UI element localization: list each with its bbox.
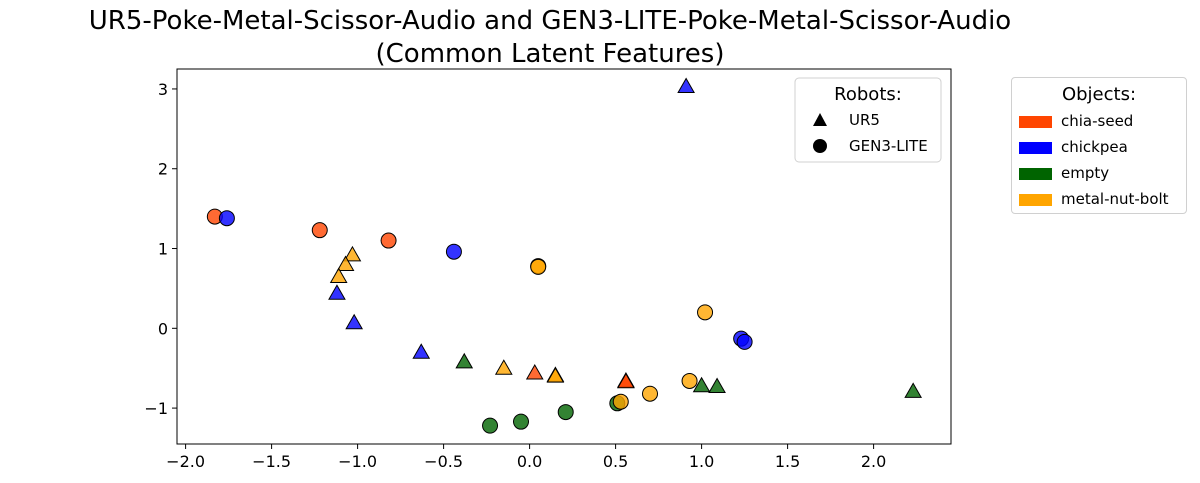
point-ur5-metal-nut-bolt [343, 245, 362, 262]
point-gen3-lite-metal-nut-bolt [612, 393, 629, 410]
objects-legend-swatch [1019, 167, 1052, 180]
objects-legend-label: metal-nut-bolt [1061, 190, 1169, 208]
objects-legend-label: chickpea [1061, 138, 1128, 156]
objects-legend-entry-empty: empty [1019, 164, 1109, 182]
chart-title-line-2: (Common Latent Features) [375, 39, 725, 69]
robots-legend-label-ur5: UR5 [849, 111, 880, 129]
point-gen3-lite-metal-nut-bolt [697, 304, 714, 321]
y-tick-label: 2 [158, 160, 168, 179]
objects-legend: Objects: chia-seed chickpea empty metal-… [1011, 77, 1187, 214]
point-ur5-metal-nut-bolt [494, 359, 513, 375]
point-ur5-empty [692, 376, 711, 393]
point-ur5-chickpea [412, 343, 431, 359]
objects-legend-title: Objects: [1061, 84, 1137, 105]
point-gen3-lite-metal-nut-bolt [530, 258, 547, 275]
point-ur5-metal-nut-bolt [329, 267, 348, 283]
x-tick-label: 2.0 [861, 452, 886, 471]
robots-legend-triangle-marker [813, 113, 827, 126]
point-ur5-empty [455, 352, 474, 369]
point-gen3-lite-metal-nut-bolt [681, 372, 698, 389]
chart-title-line-1: UR5-Poke-Metal-Scissor-Audio and GEN3-LI… [88, 6, 1012, 36]
point-ur5-metal-nut-bolt [336, 255, 355, 271]
robots-legend-title: Robots: [834, 84, 902, 105]
y-tick-label: 1 [158, 240, 168, 259]
objects-legend-entry-chickpea: chickpea [1019, 138, 1128, 156]
axis-ticks: −2.0 −1.5 −1.0 −0.5 0.0 0.5 1.0 1.5 2.0 −1 0 1 2 3 [144, 80, 886, 471]
point-gen3-lite-empty [557, 404, 574, 421]
point-ur5-metal-nut-bolt [546, 367, 565, 383]
x-tick-label: −2.0 [166, 452, 205, 471]
objects-legend-entry-metal-nut-bolt: metal-nut-bolt [1019, 190, 1169, 208]
point-ur5-empty [904, 382, 923, 398]
x-tick-label: −1.5 [252, 452, 291, 471]
x-tick-label: −0.5 [424, 452, 463, 471]
point-ur5-chickpea [677, 77, 695, 94]
y-tick-label: 3 [158, 80, 168, 99]
axes-frame [176, 68, 952, 445]
robots-legend-label-gen3-lite: GEN3-LITE [849, 137, 928, 155]
x-tick-label: 1.5 [775, 452, 800, 471]
point-ur5-chickpea [328, 284, 346, 300]
y-tick-label: 0 [158, 319, 168, 338]
objects-legend-swatch [1019, 115, 1052, 128]
objects-legend-swatch [1019, 193, 1052, 206]
x-tick-label: −1.0 [338, 452, 377, 471]
point-gen3-lite-chia-seed [311, 222, 328, 239]
point-gen3-lite-chickpea [736, 333, 753, 350]
point-ur5-chia-seed [617, 372, 635, 389]
y-tick-label: −1 [144, 399, 168, 418]
point-gen3-lite-chickpea [445, 243, 462, 260]
point-gen3-lite-empty [482, 417, 499, 434]
point-ur5-chia-seed [525, 363, 544, 380]
robots-legend-frame [794, 77, 942, 163]
objects-legend-swatch [1019, 141, 1052, 154]
point-gen3-lite-chickpea [218, 210, 235, 227]
objects-legend-label: chia-seed [1061, 112, 1134, 130]
x-tick-label: 0.5 [603, 452, 628, 471]
robots-legend: Robots: UR5 GEN3-LITE [794, 77, 942, 163]
point-ur5-empty [708, 377, 726, 394]
objects-legend-entry-chia-seed: chia-seed [1019, 112, 1133, 130]
point-ur5-chickpea [345, 313, 364, 330]
data-points [206, 77, 923, 434]
x-tick-label: 0.0 [517, 452, 542, 471]
robots-legend-circle-marker [813, 139, 827, 153]
x-tick-label: 1.0 [689, 452, 714, 471]
point-gen3-lite-empty [513, 413, 529, 430]
point-gen3-lite-chia-seed [380, 232, 397, 249]
objects-legend-label: empty [1061, 164, 1110, 182]
point-gen3-lite-metal-nut-bolt [642, 385, 658, 402]
